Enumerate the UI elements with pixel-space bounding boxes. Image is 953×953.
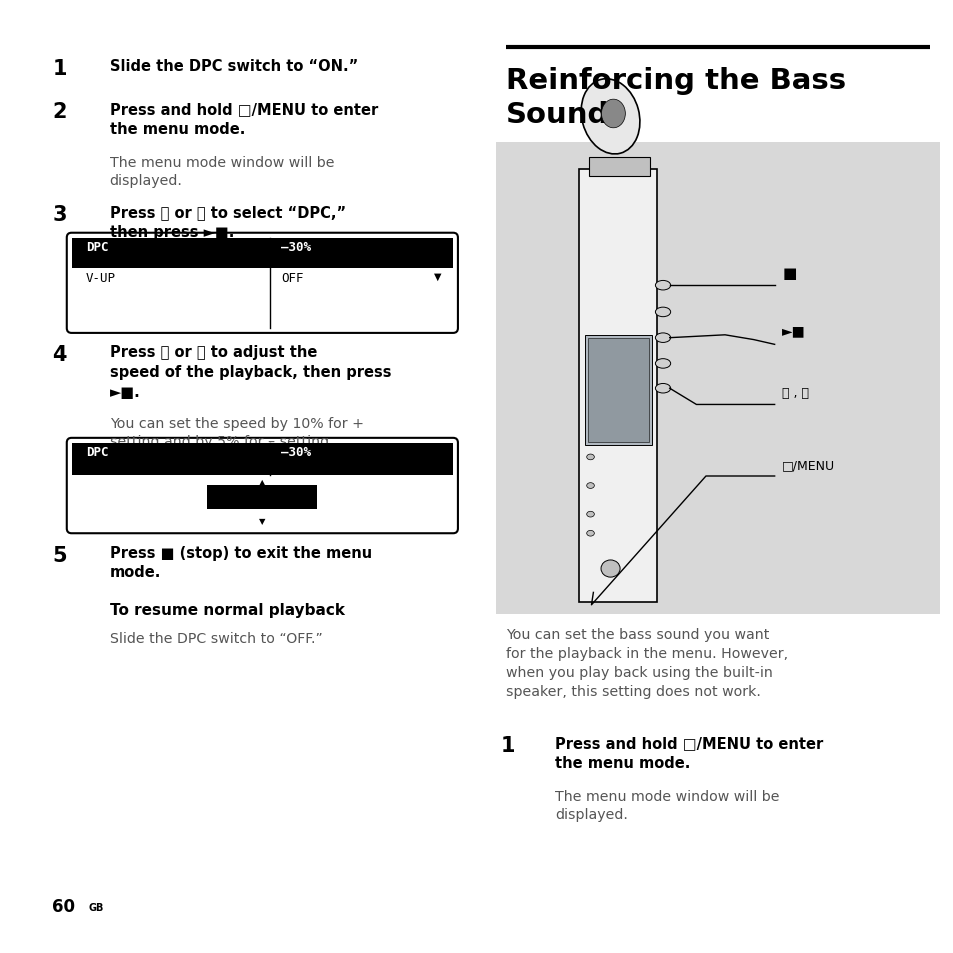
Text: The menu mode window will be
displayed.: The menu mode window will be displayed. (110, 155, 334, 188)
Text: 1: 1 (500, 736, 515, 756)
Text: 60: 60 (52, 897, 75, 915)
Ellipse shape (586, 483, 594, 489)
Ellipse shape (655, 334, 670, 343)
Text: –30%: –30% (281, 446, 311, 459)
Bar (208, 485, 316, 510)
Text: ■: ■ (781, 266, 796, 281)
Text: You can set the bass sound you want
for the playback in the menu. However,
when : You can set the bass sound you want for … (505, 627, 787, 698)
Ellipse shape (655, 308, 670, 317)
Bar (496, 143, 939, 615)
Text: Slide the DPC switch to “OFF.”: Slide the DPC switch to “OFF.” (110, 631, 322, 645)
Text: DPC: DPC (86, 446, 109, 459)
Text: To resume normal playback: To resume normal playback (110, 602, 344, 618)
Bar (71, 443, 453, 476)
Text: 5: 5 (52, 545, 67, 565)
Text: ▲: ▲ (434, 243, 441, 253)
Text: ⏮ , ⏭: ⏮ , ⏭ (781, 386, 808, 399)
Text: –30%: –30% (281, 241, 311, 254)
Text: ▼: ▼ (259, 517, 265, 525)
Text: Press ⏮ or ⏭ to select “DPC,”
then press ►■.: Press ⏮ or ⏭ to select “DPC,” then press… (110, 205, 346, 239)
Text: You can set the speed by 10% for +
setting and by 5% for – setting.: You can set the speed by 10% for + setti… (110, 416, 363, 449)
Text: –30%: –30% (247, 491, 277, 504)
Ellipse shape (586, 455, 594, 460)
Ellipse shape (600, 100, 624, 129)
Ellipse shape (655, 359, 670, 369)
FancyBboxPatch shape (67, 233, 457, 334)
Ellipse shape (580, 80, 639, 154)
Text: OFF: OFF (281, 272, 304, 284)
Text: DISPLAY: DISPLAY (86, 243, 138, 256)
Text: GB: GB (89, 902, 104, 912)
Bar (584, 335, 651, 445)
Text: ▲: ▲ (259, 477, 265, 487)
Text: Press ⏮ or ⏭ to adjust the
speed of the playback, then press
►■.: Press ⏮ or ⏭ to adjust the speed of the … (110, 345, 391, 399)
Text: ►■: ►■ (781, 324, 805, 338)
Text: 2: 2 (52, 102, 67, 122)
Bar (71, 238, 453, 269)
Bar (578, 170, 657, 602)
Text: 3: 3 (52, 205, 67, 225)
Text: Slide the DPC switch to “ON.”: Slide the DPC switch to “ON.” (110, 59, 357, 74)
Text: 1: 1 (52, 59, 67, 79)
Text: V-UP: V-UP (86, 272, 115, 284)
Text: Press and hold □/MENU to enter
the menu mode.: Press and hold □/MENU to enter the menu … (110, 102, 377, 136)
Text: □/MENU: □/MENU (781, 458, 835, 472)
Text: Press ■ (stop) to exit the menu
mode.: Press ■ (stop) to exit the menu mode. (110, 545, 372, 579)
Bar (587, 338, 648, 442)
Text: 4: 4 (52, 345, 67, 365)
Ellipse shape (600, 560, 619, 578)
Ellipse shape (655, 281, 670, 291)
Text: The menu mode window will be
displayed.: The menu mode window will be displayed. (555, 789, 779, 821)
Ellipse shape (655, 384, 670, 394)
Text: ELAPSE: ELAPSE (281, 243, 326, 256)
FancyBboxPatch shape (67, 438, 457, 534)
Text: Press and hold □/MENU to enter
the menu mode.: Press and hold □/MENU to enter the menu … (555, 736, 822, 770)
Text: Reinforcing the Bass
Sound: Reinforcing the Bass Sound (505, 67, 845, 130)
Ellipse shape (586, 531, 594, 537)
Text: DPC: DPC (86, 241, 109, 254)
Ellipse shape (586, 512, 594, 517)
Text: ▼: ▼ (434, 272, 441, 281)
Bar (588, 158, 649, 177)
